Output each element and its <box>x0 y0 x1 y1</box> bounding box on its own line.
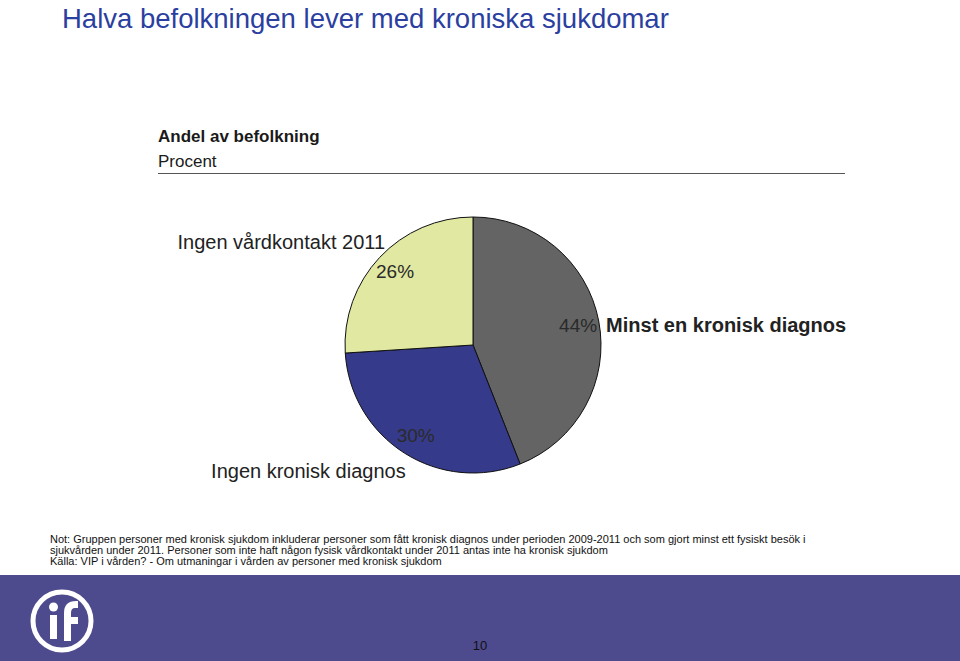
category-label: Minst en kronisk diagnos <box>606 314 846 336</box>
chart-subtitle: Procent <box>158 152 217 171</box>
data-label: 44% <box>559 315 597 336</box>
pie-labels: 44% 30% 26% Minst en kronisk diagnos Ingen k… <box>177 231 846 483</box>
page-number: 10 <box>473 638 487 653</box>
chart-title: Andel av befolkning <box>158 127 320 146</box>
source: Källa: VIP i vården? - Om utmaningar i v… <box>50 555 442 567</box>
title-rule <box>158 173 845 174</box>
data-label: 26% <box>376 261 414 282</box>
slide: Halva befolkningen lever med kroniska sj… <box>0 0 960 661</box>
logo-ring <box>33 592 91 650</box>
category-label: Ingen kronisk diagnos <box>211 460 406 482</box>
logo <box>33 592 91 650</box>
data-label: 30% <box>397 425 435 446</box>
category-label: Ingen vårdkontakt 2011 <box>177 231 385 253</box>
heading: Halva befolkningen lever med kroniska sj… <box>62 3 669 34</box>
logo-i <box>50 615 57 639</box>
footer-band <box>0 575 960 661</box>
logo-dot <box>49 603 58 612</box>
pie-slice <box>345 345 520 473</box>
logo-f <box>64 601 78 641</box>
pie <box>345 217 601 473</box>
